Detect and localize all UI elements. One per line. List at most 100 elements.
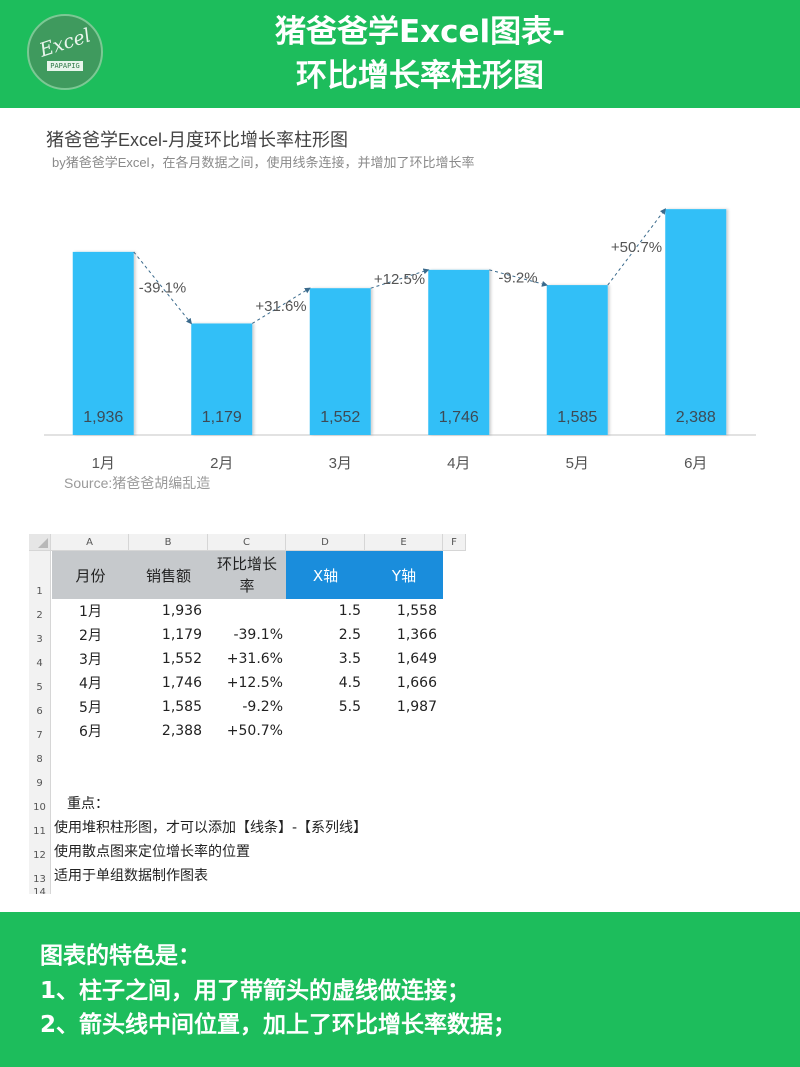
header-sales[interactable]: 销售额 (145, 566, 191, 585)
growth-label: +50.7% (611, 239, 662, 256)
cell-sales[interactable]: 1,585 (161, 699, 202, 715)
row-header[interactable]: 2 (29, 599, 51, 623)
row-header[interactable]: 13 (29, 863, 51, 887)
cell-growth[interactable]: -9.2% (242, 699, 283, 715)
feature-item-1: 1、柱子之间，用了带箭头的虚线做连接； (40, 978, 471, 1004)
row-header[interactable]: 8 (29, 743, 51, 767)
banner-title-line1: 猪爸爸学Excel图表- (274, 14, 566, 50)
chart-source: Source:猪爸爸胡编乱造 (64, 475, 210, 491)
cell-month[interactable]: 6月 (79, 724, 102, 740)
bar (72, 251, 134, 435)
cell-month[interactable]: 2月 (79, 628, 102, 644)
column-header-e[interactable]: E (365, 534, 443, 551)
note-line[interactable]: 适用于单组数据制作图表 (54, 868, 208, 884)
growth-label: -39.1% (139, 280, 187, 297)
cell-growth[interactable]: -39.1% (233, 627, 283, 643)
header-x-axis[interactable]: X轴 (312, 566, 339, 585)
note-title[interactable]: 重点： (67, 796, 109, 812)
row-header[interactable]: 1 (29, 551, 51, 599)
value-label: 1,936 (83, 409, 123, 426)
header-month[interactable]: 月份 (75, 566, 106, 585)
cell-x[interactable]: 5.5 (338, 699, 361, 715)
cell-month[interactable]: 3月 (79, 652, 102, 668)
x-tick-label: 2月 (210, 455, 233, 472)
column-header-b[interactable]: B (129, 534, 208, 551)
note-line[interactable]: 使用散点图来定位增长率的位置 (54, 844, 250, 860)
x-tick-label: 5月 (566, 455, 589, 472)
value-label: 1,746 (439, 409, 479, 426)
row-header[interactable]: 6 (29, 695, 51, 719)
value-label: 1,552 (320, 409, 360, 426)
feature-title: 图表的特色是： (40, 943, 201, 969)
cell-month[interactable]: 5月 (79, 700, 102, 716)
cell-x[interactable]: 1.5 (338, 603, 361, 619)
header-y-axis[interactable]: Y轴 (391, 566, 417, 585)
banner-title-line2: 环比增长率柱形图 (296, 58, 544, 94)
cell-sales[interactable]: 2,388 (161, 723, 202, 739)
x-tick-label: 1月 (92, 455, 115, 472)
bar (428, 269, 490, 435)
row-header[interactable]: 14 (29, 887, 51, 894)
cell-sales[interactable]: 1,936 (161, 603, 202, 619)
cell-y[interactable]: 1,666 (396, 675, 437, 691)
cell-growth[interactable] (208, 599, 283, 623)
cell-x[interactable]: 4.5 (338, 675, 361, 691)
cell-sales[interactable]: 1,179 (161, 627, 202, 643)
spreadsheet: A B C D E F 1 2 3 4 5 6 7 8 9 10 11 12 1… (29, 534, 466, 894)
row-header[interactable]: 10 (29, 791, 51, 815)
row-header[interactable]: 3 (29, 623, 51, 647)
row-header[interactable]: 9 (29, 767, 51, 791)
cell-y[interactable]: 1,987 (396, 699, 437, 715)
growth-label: +12.5% (374, 271, 425, 288)
cell-growth[interactable]: +50.7% (226, 723, 283, 739)
header-banner: Excel PAPAPIG 猪爸爸学Excel图表- 环比增长率柱形图 (0, 0, 800, 108)
cell-growth[interactable]: +12.5% (226, 675, 283, 691)
note-line[interactable]: 使用堆积柱形图，才可以添加【线条】-【系列线】 (54, 820, 368, 836)
cell-y[interactable]: 1,366 (396, 627, 437, 643)
chart-title: 猪爸爸学Excel-月度环比增长率柱形图 (46, 130, 348, 150)
row-header[interactable]: 7 (29, 719, 51, 743)
cell-month[interactable]: 1月 (79, 604, 102, 620)
cell-sales[interactable]: 1,746 (161, 675, 202, 691)
bar (546, 285, 608, 435)
value-label: 1,585 (557, 409, 597, 426)
header-growth-line1: 环比增长 (216, 555, 277, 573)
x-tick-label: 3月 (329, 455, 352, 472)
cell-growth[interactable]: +31.6% (226, 651, 283, 667)
chart: 猪爸爸学Excel-月度环比增长率柱形图 by猪爸爸学Excel，在各月数据之间… (44, 130, 756, 491)
cell-x[interactable]: 2.5 (338, 627, 361, 643)
header-fill-blue (286, 551, 443, 599)
column-header-a[interactable]: A (51, 534, 129, 551)
row-header[interactable]: 4 (29, 647, 51, 671)
cell-y[interactable] (365, 719, 437, 743)
header-growth-line2: 率 (239, 577, 255, 595)
select-all-corner[interactable] (29, 534, 51, 551)
growth-label: +31.6% (255, 298, 306, 315)
header-growth[interactable]: 环比增长 率 (208, 551, 286, 599)
cell-month[interactable]: 4月 (79, 676, 102, 692)
chart-subtitle: by猪爸爸学Excel，在各月数据之间，使用线条连接，并增加了环比增长率 (52, 155, 475, 170)
column-header-d[interactable]: D (286, 534, 365, 551)
column-header-f[interactable]: F (443, 534, 466, 551)
feature-banner: 图表的特色是： 1、柱子之间，用了带箭头的虚线做连接； 2、箭头线中间位置，加上… (0, 912, 800, 1067)
logo-script-text: Excel (36, 23, 94, 62)
connector-arrow (489, 269, 548, 287)
cell-y[interactable]: 1,558 (396, 603, 437, 619)
feature-item-2: 2、箭头线中间位置，加上了环比增长率数据； (40, 1012, 517, 1038)
growth-label: -9.2% (498, 269, 537, 286)
x-tick-label: 6月 (684, 455, 707, 472)
header-fill-gray (52, 551, 286, 599)
cell-sales[interactable]: 1,552 (161, 651, 202, 667)
row-header[interactable]: 12 (29, 839, 51, 863)
cell-x[interactable]: 3.5 (338, 651, 361, 667)
column-header-c[interactable]: C (208, 534, 286, 551)
bar (309, 288, 371, 435)
row-header[interactable]: 5 (29, 671, 51, 695)
value-label: 2,388 (676, 409, 716, 426)
logo-sub-text: PAPAPIG (47, 60, 83, 71)
row-header[interactable]: 11 (29, 815, 51, 839)
x-tick-label: 4月 (447, 455, 470, 472)
cell-y[interactable]: 1,649 (396, 651, 437, 667)
cell-x[interactable] (286, 719, 361, 743)
connector-arrow (370, 268, 430, 289)
